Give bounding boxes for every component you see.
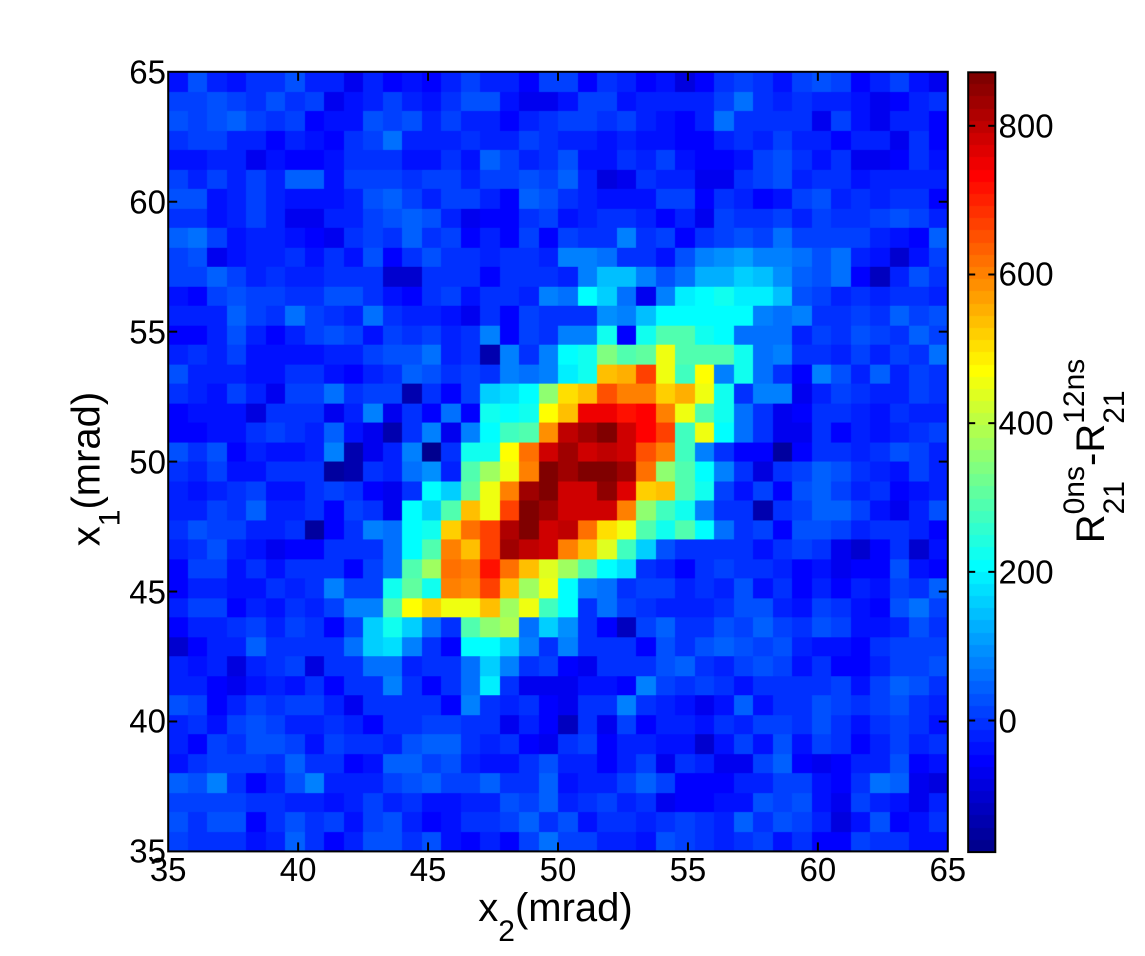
colorbar-label-r1-superscript: 0ns [1058,466,1091,515]
y-tick-label: 55 [129,313,166,351]
colorbar-label-r2-subscript: 21 [1098,390,1131,424]
x-tick-label: 40 [279,851,317,889]
y-tick-label: 50 [129,443,166,481]
colorbar-label: R 0ns 21 -R 12ns 21 [1058,359,1145,544]
colorbar-tick-label: 200 [998,553,1054,591]
colorbar-label-r1-subscript: 21 [1098,481,1131,515]
x-axis-label-base: x [478,886,499,930]
y-tick-label: 40 [129,702,166,740]
colorbar-label-r1-scripts: 0ns 21 [1055,466,1135,514]
x-tick-label: 35 [149,851,187,889]
y-tick-label: 35 [129,832,166,870]
colorbar-label-minus: - [1069,452,1113,467]
heatmap-image [168,71,948,852]
y-tick-label: 60 [129,183,166,221]
y-axis-label-subscript: 1 [93,509,127,527]
colorbar-label-r2: R [1069,423,1113,453]
x-axis-label: x2(mrad) [478,888,632,947]
x-tick-label: 45 [409,851,447,889]
colorbar-tick-label: 0 [998,702,1017,740]
y-axis-label: x1(mrad) [64,391,127,547]
colorbar-tick-label: 600 [998,255,1054,293]
colorbar-tick-label: 800 [998,107,1054,145]
colorbar-label-r2-superscript: 12ns [1058,358,1091,424]
x-tick-label: 65 [929,851,967,889]
y-axis-label-unit: (mrad) [64,391,109,510]
y-tick-label: 45 [129,573,166,611]
x-axis-label-unit: (mrad) [514,886,633,930]
y-tick-label: 65 [129,53,166,91]
colorbar-tick-label: 400 [998,404,1054,442]
x-tick-label: 50 [539,851,577,889]
colorbar-image [968,72,996,853]
x-tick-label: 60 [799,851,837,889]
x-tick-label: 55 [669,851,707,889]
y-axis-label-base: x [64,526,109,547]
x-axis-label-subscript: 2 [498,915,515,948]
colorbar-label-r2-scripts: 12ns 21 [1055,359,1135,424]
colorbar-label-r1: R [1069,514,1113,544]
